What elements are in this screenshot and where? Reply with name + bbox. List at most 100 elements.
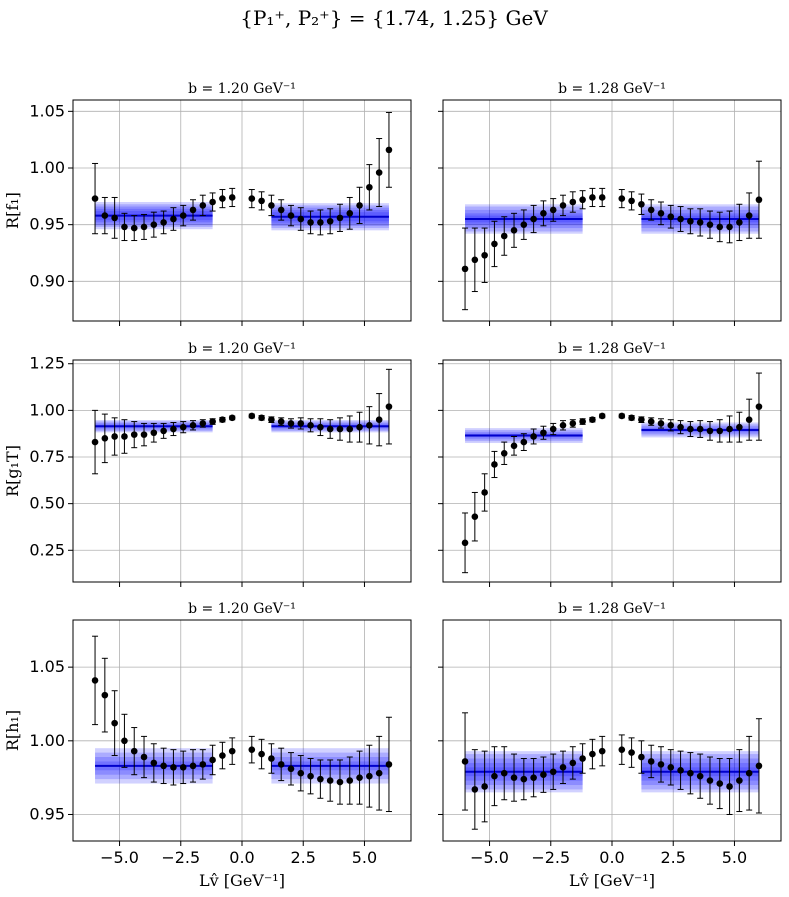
data-point <box>706 427 714 435</box>
data-point <box>375 169 383 176</box>
data-point <box>657 420 665 427</box>
data-point <box>549 425 557 433</box>
panel-2-1: −5.0 −2.5 0.0 2.5 5.0 b = 1.28 GeV⁻¹ Lv̂ [GeV⁻… <box>438 601 782 890</box>
data-point <box>598 747 606 755</box>
data-point <box>356 202 363 209</box>
data-point <box>540 429 547 437</box>
data-point <box>228 414 236 422</box>
panel-2-0: −5.0 −2.5 0.0 2.5 5.0 0.95 1.00 1.05 b = 1.20 Ge… <box>3 601 412 890</box>
data-point <box>248 412 256 420</box>
data-point <box>170 215 177 223</box>
data-point <box>540 771 547 778</box>
data-point <box>736 219 743 226</box>
data-point <box>326 777 334 784</box>
panel-title: b = 1.20 GeV⁻¹ <box>188 601 296 617</box>
data-point <box>461 758 469 765</box>
data-point <box>471 513 479 521</box>
y-tick-label: 0.50 <box>29 494 65 513</box>
data-point <box>579 196 586 204</box>
data-point <box>716 427 724 435</box>
data-point <box>755 403 763 410</box>
data-point <box>589 194 596 201</box>
data-point <box>677 766 684 774</box>
data-point <box>150 221 158 228</box>
data-point <box>170 764 177 771</box>
data-point <box>726 223 733 231</box>
y-tick-label: 1.05 <box>29 657 65 676</box>
y-tick-label: 1.00 <box>29 400 65 419</box>
y-tick-label: 0.95 <box>29 215 65 234</box>
x-tick-label: 0.0 <box>229 848 254 867</box>
data-point <box>569 759 577 767</box>
data-point <box>500 449 508 457</box>
data-point <box>356 774 363 781</box>
y-tick-label: 0.75 <box>29 447 65 466</box>
data-point <box>140 223 148 231</box>
figure-suptitle: {P₁⁺, P₂⁺} = {1.74, 1.25} GeV <box>240 6 548 30</box>
data-point <box>189 421 197 429</box>
data-point <box>569 198 577 206</box>
data-point <box>189 206 197 214</box>
x-axis-label: Lv̂ [GeV⁻¹] <box>569 871 655 890</box>
data-point <box>726 783 733 790</box>
data-point <box>491 772 498 780</box>
data-point <box>307 772 314 780</box>
x-tick-label: −5.0 <box>100 848 139 867</box>
data-point <box>248 195 256 202</box>
data-point <box>179 423 187 431</box>
data-point <box>385 761 393 768</box>
data-point <box>287 420 295 427</box>
data-point <box>268 755 275 762</box>
data-point <box>375 769 383 777</box>
x-tick-label: 2.5 <box>291 848 316 867</box>
data-point <box>219 752 226 759</box>
data-point <box>667 213 675 221</box>
data-point <box>667 764 675 771</box>
panel-title: b = 1.20 GeV⁻¹ <box>188 81 296 97</box>
data-point <box>189 762 197 770</box>
data-point <box>481 783 488 790</box>
y-tick-label: 1.25 <box>29 354 65 373</box>
y-tick-label: 0.90 <box>29 271 65 290</box>
data-point <box>366 421 373 429</box>
data-point <box>268 416 275 423</box>
data-point <box>170 425 177 433</box>
data-point <box>745 212 753 219</box>
data-point <box>510 442 518 450</box>
data-point <box>716 223 724 231</box>
x-tick-label: −5.0 <box>470 848 509 867</box>
data-point <box>150 759 158 767</box>
data-point <box>366 183 373 191</box>
data-point <box>628 414 635 422</box>
data-point <box>91 438 99 446</box>
data-point <box>579 755 586 762</box>
data-point <box>209 756 216 764</box>
data-point <box>481 251 488 259</box>
data-point <box>569 420 577 427</box>
data-point <box>258 750 265 758</box>
data-point <box>258 414 265 422</box>
data-point <box>258 197 265 205</box>
data-point <box>199 420 207 427</box>
data-point <box>500 232 508 240</box>
data-point <box>317 775 324 783</box>
data-point <box>530 433 537 440</box>
data-point <box>736 777 743 784</box>
panel-1-0: 0.25 0.50 0.75 1.00 1.25 b = 1.20 GeV⁻¹ R[g₁T] <box>3 341 412 587</box>
data-point <box>366 772 373 780</box>
data-point <box>618 412 626 420</box>
data-point <box>530 774 537 781</box>
y-tick-label: 1.05 <box>29 101 65 120</box>
x-tick-label: −2.5 <box>161 848 200 867</box>
data-point <box>326 217 334 225</box>
data-point <box>510 227 518 234</box>
data-point <box>287 765 295 773</box>
data-point <box>326 425 334 433</box>
data-point <box>121 223 128 231</box>
data-point <box>618 195 626 202</box>
data-point <box>336 778 344 786</box>
data-point <box>228 194 236 201</box>
data-point <box>219 195 226 202</box>
data-point <box>471 256 479 264</box>
data-point <box>638 416 645 423</box>
